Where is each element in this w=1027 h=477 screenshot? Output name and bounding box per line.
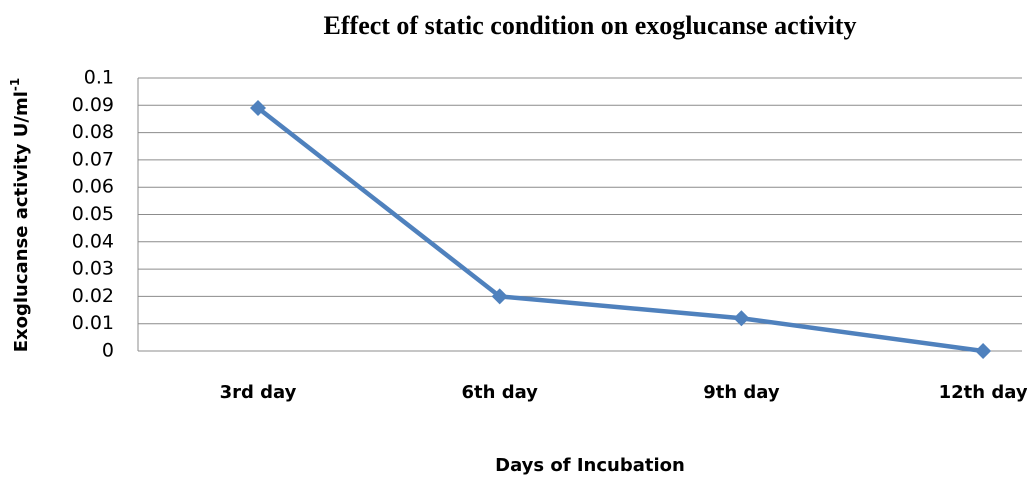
y-tick-label: 0.08 — [72, 121, 114, 143]
x-tick-label: 6th day — [461, 382, 538, 403]
y-tick-label: 0.04 — [72, 230, 114, 252]
y-axis-label-superscript: -1 — [8, 78, 22, 91]
x-tick-label: 9th day — [703, 382, 780, 403]
y-tick-label: 0.07 — [72, 148, 114, 170]
marker — [733, 310, 750, 327]
chart-title: Effect of static condition on exoglucans… — [324, 11, 857, 40]
y-tick-label: 0.09 — [72, 94, 114, 116]
y-tick-label: 0.01 — [72, 312, 114, 334]
y-tick-label: 0.03 — [72, 258, 114, 280]
y-axis-label: Exoglucanse activity U/ml-1 — [8, 78, 33, 353]
y-tick-label: 0.02 — [72, 285, 114, 307]
marker — [975, 343, 992, 359]
y-tick-label: 0.05 — [72, 203, 114, 225]
x-tick-label: 3rd day — [220, 382, 297, 403]
y-tick-label: 0.06 — [72, 176, 114, 198]
y-tick-label: 0.1 — [84, 67, 114, 89]
marker — [491, 288, 508, 305]
line — [256, 106, 984, 354]
x-tick-label: 12th day — [939, 382, 1027, 403]
x-axis-label: Days of Incubation — [495, 455, 685, 476]
marker — [250, 100, 266, 117]
y-tick-label: 0 — [102, 340, 114, 362]
y-axis-label-text: Exoglucanse activity U/ml — [11, 91, 32, 352]
